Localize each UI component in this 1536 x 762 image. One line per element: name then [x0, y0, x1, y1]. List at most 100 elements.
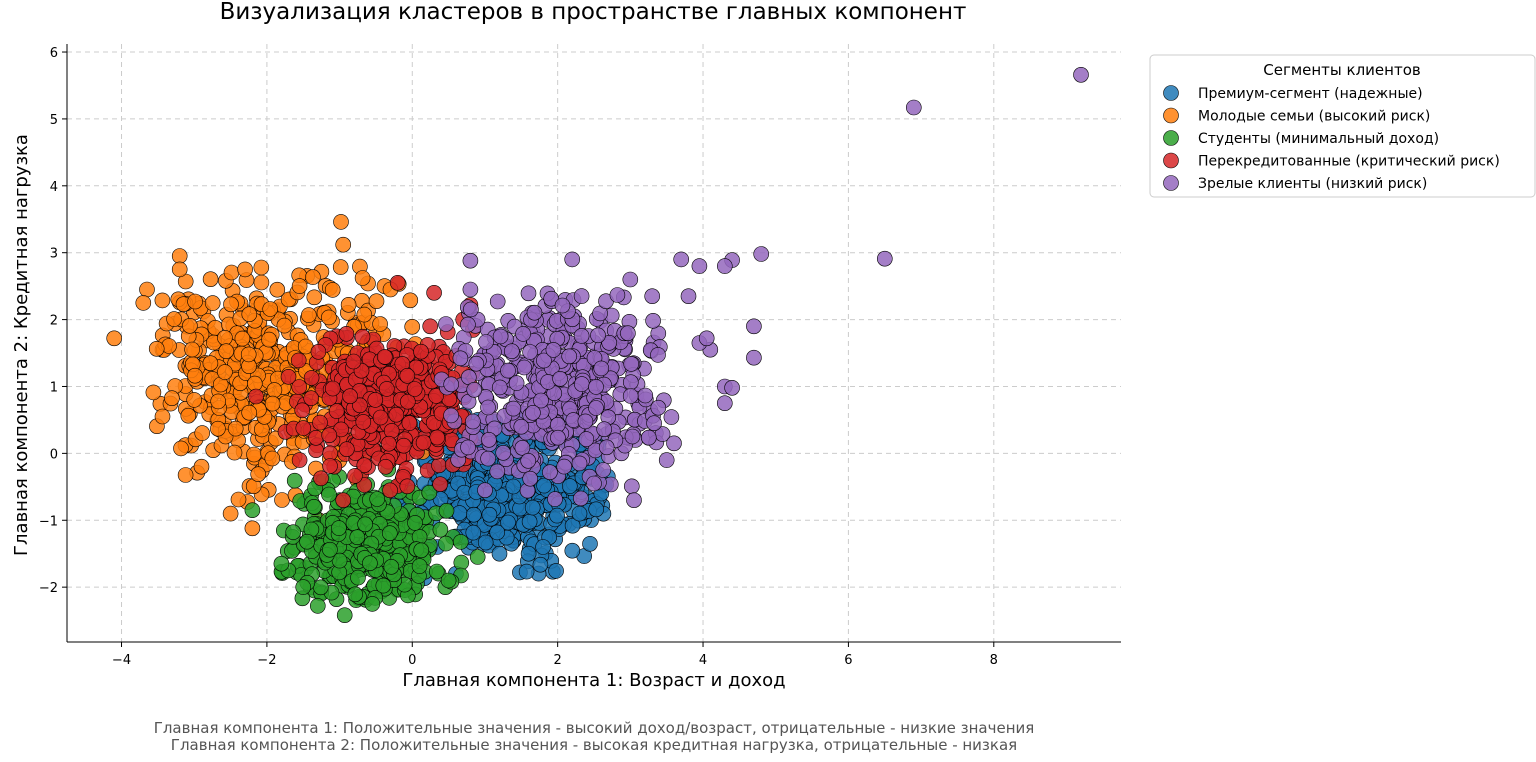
series-3	[244, 445, 486, 624]
data-point	[399, 393, 416, 410]
data-point	[571, 455, 588, 472]
data-point	[515, 326, 531, 342]
data-point	[375, 577, 392, 594]
data-point	[145, 384, 162, 401]
data-point	[556, 458, 573, 475]
data-point	[489, 463, 506, 480]
data-point	[335, 236, 352, 253]
data-point	[452, 534, 469, 550]
data-point	[905, 99, 922, 116]
note-pc2: Главная компонента 2: Положительные знач…	[171, 736, 1017, 754]
legend-marker	[1163, 175, 1179, 191]
data-point	[402, 292, 419, 309]
data-point	[399, 367, 416, 384]
data-point	[347, 586, 364, 603]
data-point	[411, 558, 428, 574]
data-point	[500, 514, 516, 531]
data-point	[154, 408, 171, 425]
data-point	[313, 470, 329, 487]
data-point	[578, 431, 595, 447]
data-point	[177, 467, 194, 483]
data-point	[514, 439, 531, 456]
data-point	[526, 304, 543, 321]
data-point	[166, 311, 182, 327]
data-point	[438, 502, 455, 519]
data-point	[210, 393, 226, 410]
data-point	[309, 598, 326, 614]
data-point	[596, 421, 613, 438]
data-point	[513, 418, 530, 435]
data-point	[273, 555, 290, 572]
data-point	[367, 392, 384, 408]
note-pc1: Главная компонента 1: Положительные знач…	[154, 719, 1035, 737]
data-point	[306, 289, 323, 306]
data-point	[545, 342, 562, 358]
data-point	[399, 478, 416, 495]
data-point	[354, 270, 371, 286]
data-point	[253, 259, 270, 276]
series-4	[248, 274, 497, 509]
data-point	[469, 549, 486, 565]
data-point	[253, 274, 270, 291]
data-point	[383, 558, 400, 575]
data-point	[218, 343, 234, 360]
data-point	[321, 427, 338, 444]
data-point	[532, 556, 549, 573]
data-point	[588, 379, 604, 395]
x-tick-label: 2	[554, 653, 562, 668]
data-point	[666, 435, 682, 452]
data-point	[264, 395, 281, 412]
data-point	[477, 482, 493, 499]
data-point	[135, 295, 152, 311]
data-point	[331, 520, 347, 536]
data-point	[593, 360, 610, 377]
data-point	[306, 498, 322, 515]
data-point	[303, 390, 320, 407]
x-tick-label: −4	[112, 653, 131, 668]
data-point	[338, 441, 355, 458]
data-point	[230, 491, 247, 508]
data-point	[550, 429, 566, 446]
data-point	[372, 316, 388, 332]
data-point	[716, 258, 733, 274]
data-point	[202, 271, 219, 288]
data-point	[354, 328, 371, 345]
data-point	[663, 409, 680, 425]
data-point	[500, 362, 516, 379]
data-point	[650, 399, 667, 416]
data-point	[300, 307, 317, 323]
data-point	[650, 347, 666, 363]
data-point	[347, 468, 363, 484]
data-point	[426, 284, 442, 301]
x-tick-label: 8	[990, 653, 998, 668]
data-point	[646, 415, 662, 432]
data-point	[406, 381, 423, 397]
data-point	[432, 521, 449, 538]
data-point	[217, 364, 233, 380]
data-point	[378, 381, 395, 397]
data-point	[173, 440, 189, 457]
data-point	[505, 400, 522, 417]
data-point	[428, 563, 445, 580]
data-point	[561, 348, 578, 365]
data-point	[724, 379, 740, 396]
data-point	[582, 535, 598, 552]
data-point	[876, 250, 893, 267]
x-tick-label: 6	[844, 653, 852, 668]
data-point	[380, 435, 397, 452]
data-point	[369, 491, 386, 507]
data-point	[395, 437, 412, 454]
legend-label: Зрелые клиенты (низкий риск)	[1198, 176, 1427, 192]
data-point	[549, 507, 565, 524]
data-point	[746, 349, 762, 366]
data-point	[148, 340, 165, 357]
data-point	[431, 457, 447, 474]
data-point	[340, 296, 357, 313]
data-point	[480, 399, 496, 416]
data-point	[338, 325, 355, 342]
data-point	[481, 506, 498, 523]
data-point	[413, 542, 430, 559]
data-point	[332, 259, 349, 275]
data-point	[388, 406, 405, 423]
